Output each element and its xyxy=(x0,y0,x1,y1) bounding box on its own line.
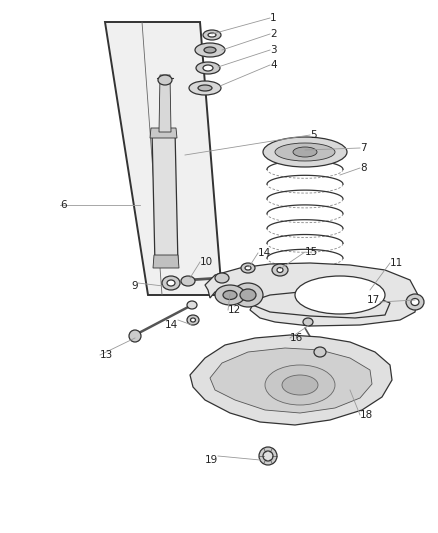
Ellipse shape xyxy=(293,147,317,157)
Ellipse shape xyxy=(245,266,251,270)
Text: 9: 9 xyxy=(131,281,138,291)
Text: 2: 2 xyxy=(270,29,277,39)
Ellipse shape xyxy=(263,137,347,167)
Ellipse shape xyxy=(241,263,255,273)
Text: 4: 4 xyxy=(270,60,277,70)
Ellipse shape xyxy=(195,43,225,57)
Text: 14: 14 xyxy=(165,320,178,330)
Ellipse shape xyxy=(196,62,220,74)
Text: 12: 12 xyxy=(228,305,241,315)
Ellipse shape xyxy=(215,285,245,305)
Ellipse shape xyxy=(295,276,385,314)
Text: 13: 13 xyxy=(100,350,113,360)
Ellipse shape xyxy=(167,280,175,286)
Ellipse shape xyxy=(411,298,419,305)
Polygon shape xyxy=(150,128,177,138)
Ellipse shape xyxy=(303,318,313,326)
Text: 8: 8 xyxy=(360,163,367,173)
Text: 1: 1 xyxy=(270,13,277,23)
Text: 3: 3 xyxy=(270,45,277,55)
Ellipse shape xyxy=(406,294,424,310)
Polygon shape xyxy=(153,255,179,268)
Text: 11: 11 xyxy=(390,258,403,268)
Text: 15: 15 xyxy=(305,247,318,257)
Text: 6: 6 xyxy=(60,200,67,210)
Text: 14: 14 xyxy=(258,248,271,258)
Ellipse shape xyxy=(191,318,195,322)
Ellipse shape xyxy=(158,75,172,85)
Ellipse shape xyxy=(277,268,283,272)
Ellipse shape xyxy=(272,264,288,276)
Ellipse shape xyxy=(187,315,199,325)
Ellipse shape xyxy=(198,85,212,91)
Polygon shape xyxy=(152,130,178,265)
Polygon shape xyxy=(205,263,418,326)
Polygon shape xyxy=(190,335,392,425)
Ellipse shape xyxy=(265,365,335,405)
Ellipse shape xyxy=(275,143,335,161)
Ellipse shape xyxy=(233,283,263,307)
Text: 16: 16 xyxy=(290,333,303,343)
Ellipse shape xyxy=(129,330,141,342)
Ellipse shape xyxy=(187,301,197,309)
Ellipse shape xyxy=(263,451,273,461)
Ellipse shape xyxy=(282,375,318,395)
Text: 19: 19 xyxy=(205,455,218,465)
Text: 17: 17 xyxy=(367,295,380,305)
Text: 7: 7 xyxy=(360,143,367,153)
Ellipse shape xyxy=(189,81,221,95)
Ellipse shape xyxy=(162,276,180,290)
Ellipse shape xyxy=(215,273,229,283)
Polygon shape xyxy=(105,22,222,295)
Ellipse shape xyxy=(208,33,216,37)
Ellipse shape xyxy=(223,290,237,300)
Polygon shape xyxy=(210,348,372,413)
Ellipse shape xyxy=(314,347,326,357)
Ellipse shape xyxy=(181,276,195,286)
Polygon shape xyxy=(159,75,171,132)
Text: 5: 5 xyxy=(310,130,317,140)
Text: 10: 10 xyxy=(200,257,213,267)
Ellipse shape xyxy=(203,65,213,71)
Ellipse shape xyxy=(203,30,221,40)
Ellipse shape xyxy=(240,289,256,301)
Text: 18: 18 xyxy=(360,410,373,420)
Ellipse shape xyxy=(204,47,216,53)
Ellipse shape xyxy=(259,447,277,465)
